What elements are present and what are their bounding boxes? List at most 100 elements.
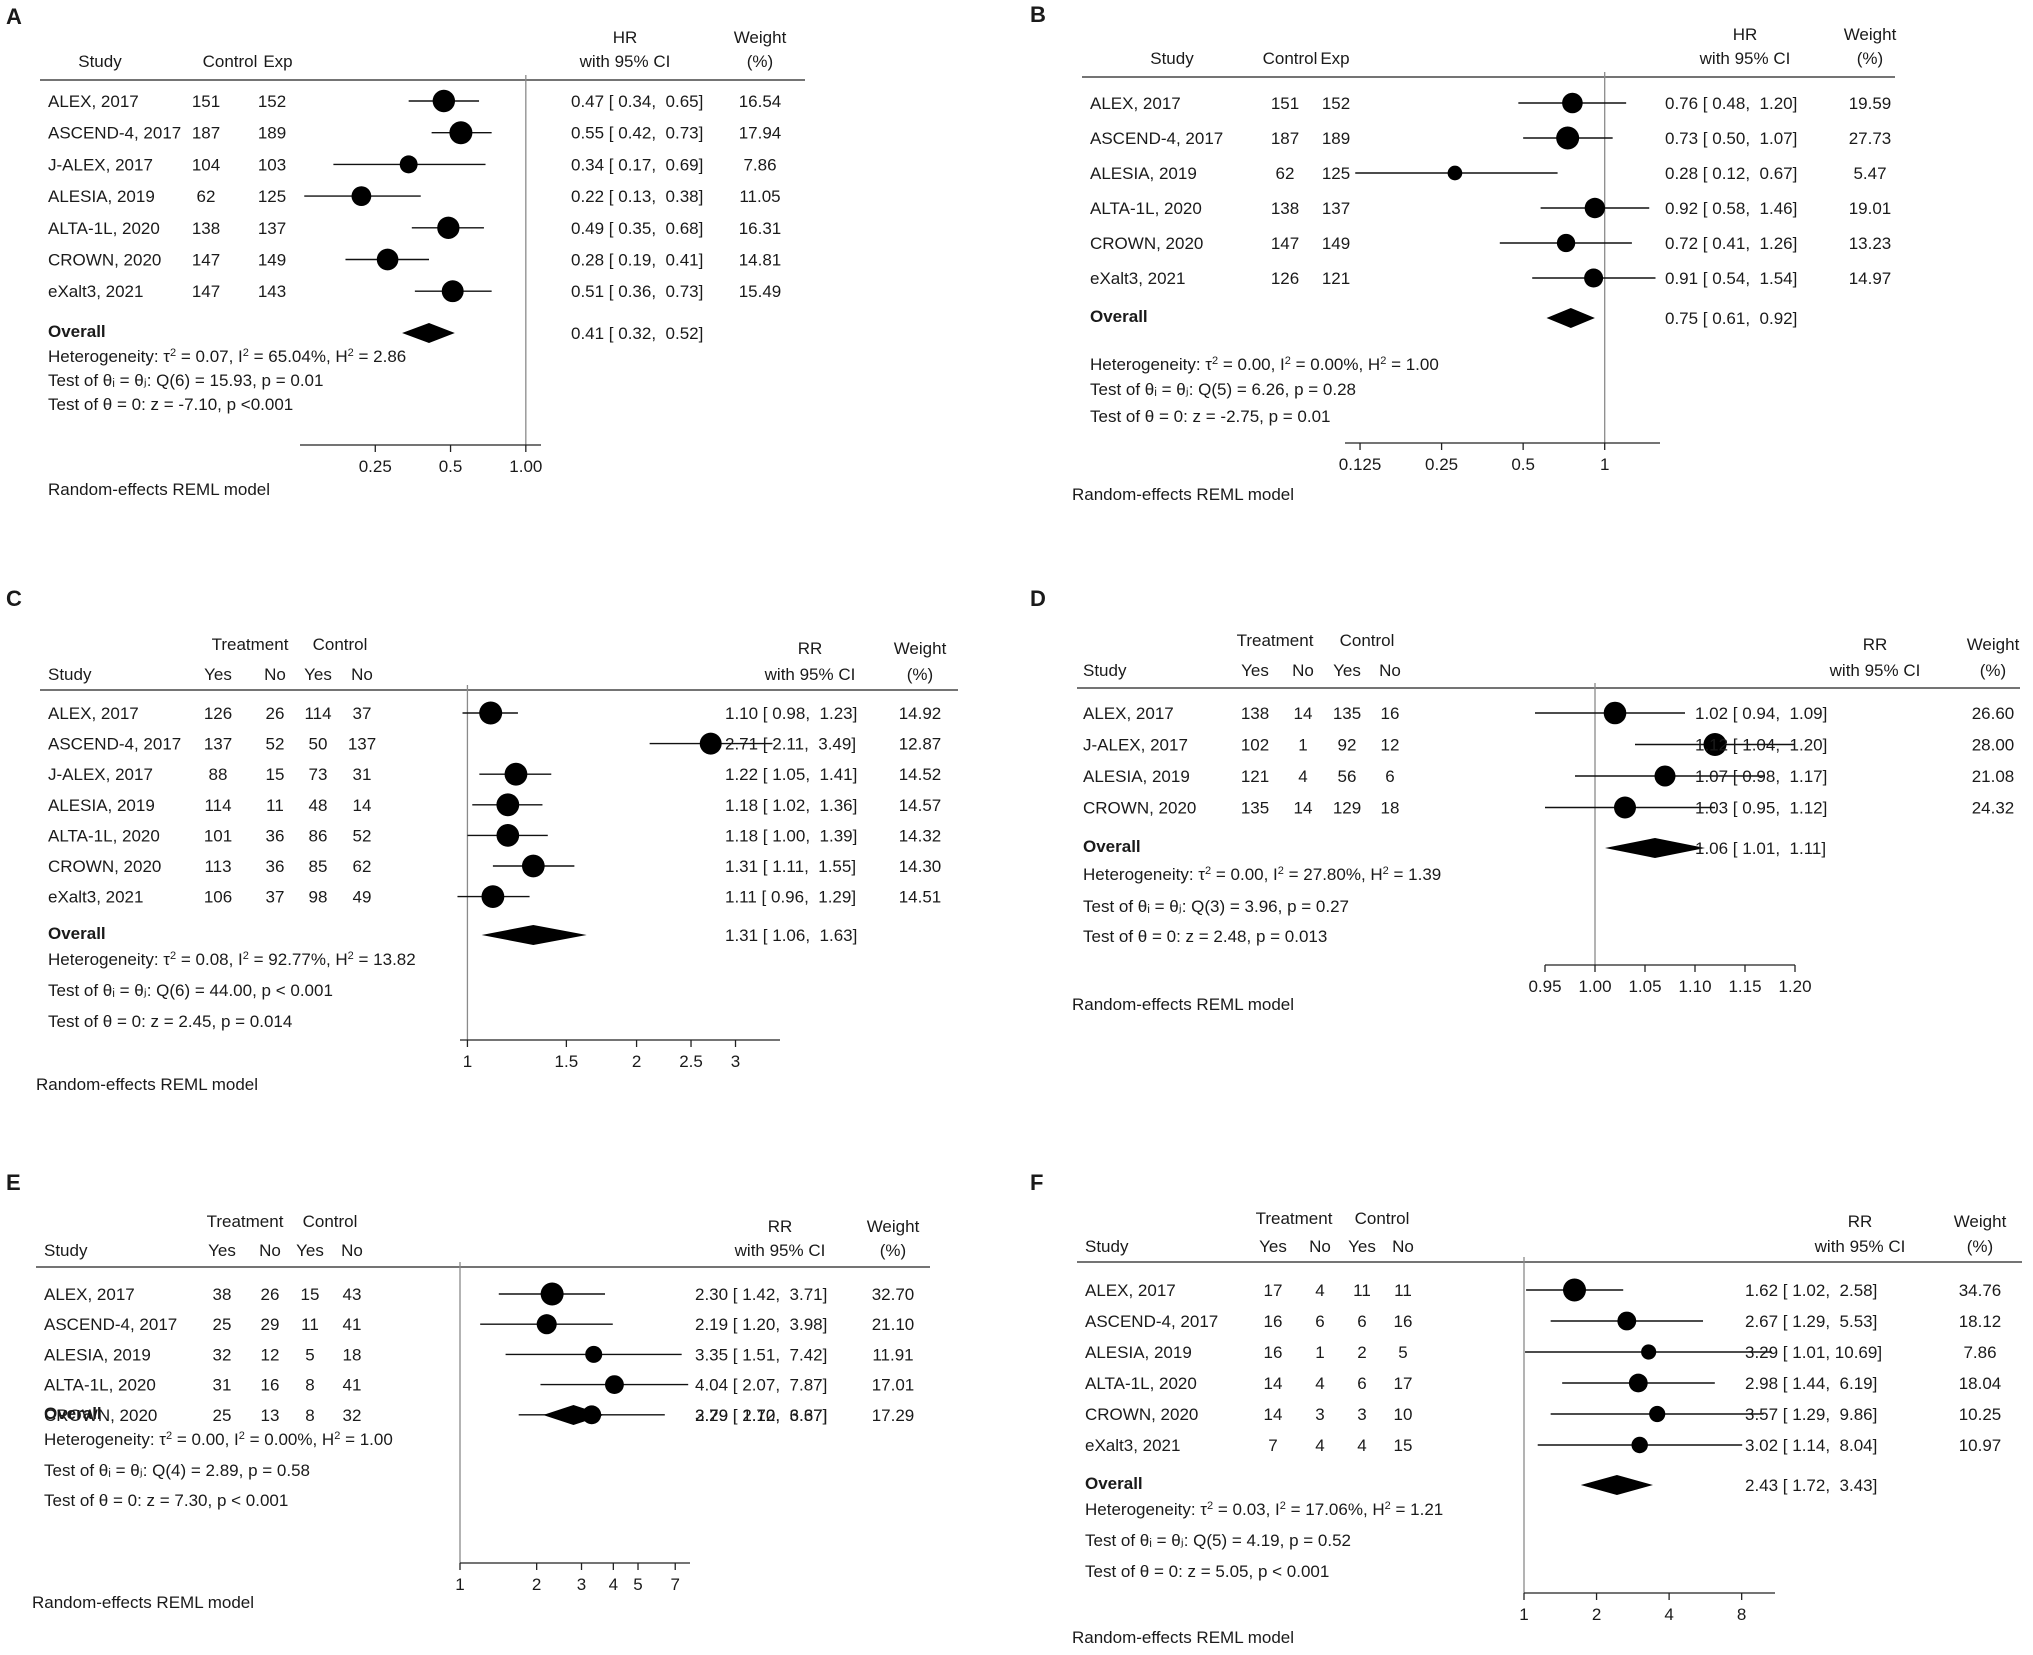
- study-count: 6: [1357, 1374, 1366, 1393]
- study-label: CROWN, 2020: [44, 1406, 157, 1425]
- study-row: eXalt3, 2021 106 37 98 49 1.11 [ 0.96, 1.29] 1…: [48, 885, 941, 908]
- study-row: J-ALEX, 2017 104 103 0.34 [ 0.17, 0.69] 7.86: [48, 155, 777, 174]
- stat-fragment: = 1.00: [1386, 355, 1438, 374]
- weight-value: 28.00: [1972, 736, 2015, 755]
- point-estimate: [1562, 1278, 1586, 1302]
- study-row: CROWN, 2020 25 13 8 32 3.29 [ 1.70, 6.37] 17.2…: [44, 1405, 914, 1425]
- ci-text: 2.98 [ 1.44, 6.19]: [1745, 1374, 1877, 1393]
- study-count: 149: [1322, 234, 1350, 253]
- x-tick-label: 0.5: [1511, 455, 1535, 474]
- point-estimate: [1584, 197, 1606, 219]
- x-tick-label: 1.00: [1578, 977, 1611, 996]
- stat-fragment: = 1.21: [1391, 1500, 1443, 1519]
- header-weight-unit: (%): [747, 52, 773, 71]
- point-estimate: [1556, 126, 1580, 150]
- point-estimate: [1631, 1436, 1648, 1454]
- stat-superscript: 2: [1285, 355, 1291, 367]
- x-tick-label: 8: [1737, 1605, 1746, 1624]
- stat-fragment: Heterogeneity: τ: [1090, 355, 1212, 374]
- header-col: Yes: [1333, 661, 1361, 680]
- study-count: 36: [266, 826, 285, 845]
- study-count: 31: [353, 765, 372, 784]
- study-count: 41: [343, 1376, 362, 1395]
- stat-line: Test of θᵢ = θⱼ: Q(4) = 2.89, p = 0.58: [44, 1461, 310, 1480]
- model-caption: Random-effects REML model: [36, 1075, 258, 1094]
- ci-text: 1.18 [ 1.02, 1.36]: [725, 796, 857, 815]
- header-group-title: Treatment: [1237, 631, 1314, 650]
- study-count: 137: [348, 735, 376, 754]
- weight-value: 19.59: [1849, 94, 1892, 113]
- stat-fragment: = 0.00%, H: [1291, 355, 1380, 374]
- header-col: Yes: [296, 1241, 324, 1260]
- point-estimate: [540, 1282, 564, 1306]
- point-estimate: [1447, 165, 1463, 181]
- x-tick-label: 0.95: [1528, 977, 1561, 996]
- study-label: ALESIA, 2019: [1083, 767, 1190, 786]
- study-count: 4: [1298, 767, 1307, 786]
- stat-superscript: 2: [348, 347, 354, 359]
- overall-diamond: [1605, 838, 1705, 858]
- x-tick-label: 2: [532, 1575, 541, 1594]
- study-count: 25: [213, 1315, 232, 1334]
- study-count: 16: [1264, 1312, 1283, 1331]
- ci-text: 3.29 [ 1.01, 10.69]: [1745, 1343, 1882, 1362]
- study-count: 12: [1381, 736, 1400, 755]
- study-count: 25: [213, 1406, 232, 1425]
- weight-value: 24.32: [1972, 799, 2015, 818]
- stat-fragment: = 27.80%, H: [1284, 865, 1383, 884]
- study-label: ALTA-1L, 2020: [44, 1376, 156, 1395]
- header-effect: RR: [768, 1217, 793, 1236]
- study-count: 101: [204, 826, 232, 845]
- overall-label: Overall: [1085, 1474, 1143, 1493]
- header-effect-ci: with 95% CI: [1814, 1237, 1906, 1256]
- x-tick-label: 1: [1600, 455, 1609, 474]
- ci-text: 0.28 [ 0.19, 0.41]: [571, 251, 703, 270]
- study-label: CROWN, 2020: [48, 857, 161, 876]
- study-count: 4: [1357, 1436, 1366, 1455]
- header-study: Study: [78, 52, 122, 71]
- study-count: 2: [1357, 1343, 1366, 1362]
- study-row: ALTA-1L, 2020 101 36 86 52 1.18 [ 1.00, 1.39]…: [48, 824, 941, 847]
- study-count: 6: [1315, 1312, 1324, 1331]
- header-col: Control: [203, 52, 258, 71]
- stat-superscript: 2: [1278, 865, 1284, 877]
- point-estimate: [1603, 701, 1627, 725]
- stat-superscript: 2: [243, 950, 249, 962]
- stat-superscript: 2: [1205, 865, 1211, 877]
- study-label: ASCEND-4, 2017: [48, 124, 181, 143]
- study-row: ALESIA, 2019 16 1 2 5 3.29 [ 1.01, 10.69] 7.86: [1085, 1343, 1997, 1362]
- study-count: 152: [258, 92, 286, 111]
- weight-value: 18.12: [1959, 1312, 2002, 1331]
- ci-text: 2.19 [ 1.20, 3.98]: [695, 1315, 827, 1334]
- header-study: Study: [44, 1241, 88, 1260]
- study-count: 17: [1394, 1374, 1413, 1393]
- overall-ci-text: 0.41 [ 0.32, 0.52]: [571, 324, 703, 343]
- header-group-title: Control: [313, 635, 368, 654]
- study-count: 43: [343, 1285, 362, 1304]
- weight-value: 10.97: [1959, 1436, 2002, 1455]
- stat-heterogeneity: Heterogeneity: τ2 = 0.00, I2 = 0.00%, H2…: [44, 1430, 393, 1449]
- study-row: ALESIA, 2019 62 125 0.28 [ 0.12, 0.67] 5.47: [1090, 164, 1887, 183]
- study-count: 126: [1271, 269, 1299, 288]
- study-row: J-ALEX, 2017 102 1 92 12 1.12 [ 1.04, 1.20] 28…: [1083, 733, 2014, 756]
- study-label: ALTA-1L, 2020: [48, 219, 160, 238]
- x-tick-label: 4: [609, 1575, 618, 1594]
- study-count: 187: [192, 124, 220, 143]
- header-effect: HR: [613, 28, 638, 47]
- overall-label: Overall: [1083, 837, 1141, 856]
- stat-fragment: = 65.04%, H: [249, 347, 348, 366]
- header-weight: Weight: [734, 28, 787, 47]
- study-count: 106: [204, 888, 232, 907]
- weight-value: 34.76: [1959, 1281, 2002, 1300]
- point-estimate: [605, 1375, 624, 1395]
- study-count: 4: [1315, 1374, 1324, 1393]
- study-label: ALESIA, 2019: [44, 1345, 151, 1364]
- stat-fragment: Heterogeneity: τ: [1085, 1500, 1207, 1519]
- study-label: ALEX, 2017: [48, 704, 139, 723]
- stat-superscript: 2: [170, 347, 176, 359]
- header-effect-ci: with 95% CI: [734, 1241, 826, 1260]
- weight-value: 7.86: [1963, 1343, 1996, 1362]
- overall-ci-text: 1.06 [ 1.01, 1.11]: [1695, 839, 1826, 858]
- study-count: 14: [1294, 704, 1313, 723]
